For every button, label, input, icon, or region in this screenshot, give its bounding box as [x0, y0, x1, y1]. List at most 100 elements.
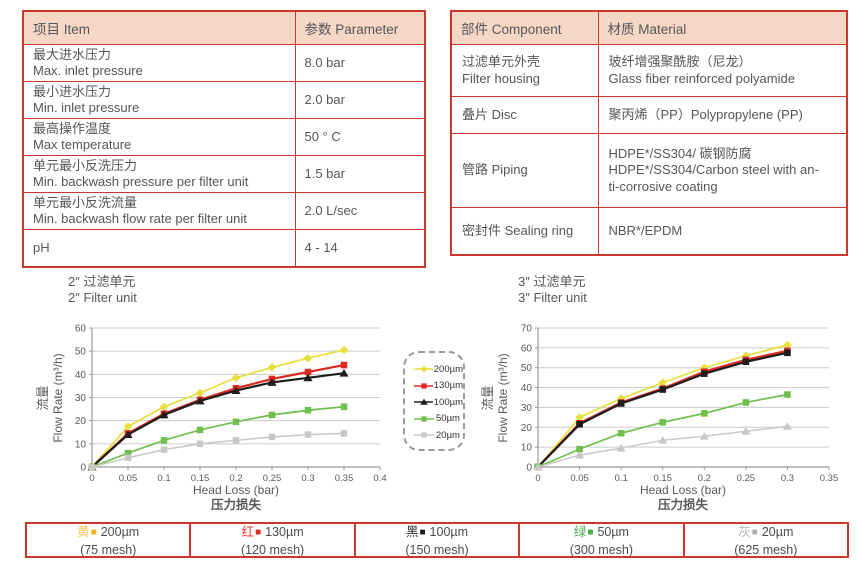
y-tick-label: 50	[75, 347, 87, 358]
series-line-200µm	[537, 344, 788, 468]
color-name-label: 黄	[77, 525, 90, 539]
x-axis-label-zh: 压力损失	[657, 498, 708, 512]
color-swatch-icon: ■	[419, 527, 426, 538]
x-tick-label: 0.15	[191, 473, 210, 484]
component-cell: 过滤单元外壳 Filter housing	[450, 44, 599, 97]
x-tick-label: 0.35	[820, 473, 839, 484]
table-header-row: 项目 Item 参数 Parameter	[22, 10, 426, 45]
series-line-100µm	[91, 372, 345, 468]
item-cell: 最高操作温度 Max temperature	[22, 118, 296, 156]
material-cell: NBR*/EPDM	[597, 207, 848, 255]
material-cell: 聚丙烯（PP）Polypropylene (PP)	[597, 96, 848, 134]
mesh-size-label: (75 mesh)	[80, 543, 137, 557]
legend-marker-icon	[414, 383, 433, 389]
micron-size-label: 100µm	[429, 525, 469, 539]
y-tick-label: 30	[521, 403, 533, 414]
material-cell: 玻纤增强聚酰胺（尼龙） Glass fiber reinforced polyam…	[597, 44, 848, 97]
y-axis-label-zh: 流量	[481, 385, 495, 411]
value-cell: 50 ° C	[294, 118, 426, 156]
value-cell: 1.5 bar	[294, 155, 426, 193]
mesh-size-label: (625 mesh)	[734, 543, 798, 557]
cell-line: Filter housing	[462, 70, 541, 86]
color-swatch-icon: ■	[90, 527, 97, 538]
legend-item: 200µm	[413, 361, 463, 378]
item-cell: 单元最小反洗流量 Min. backwash flow rate per filt…	[22, 192, 296, 230]
x-tick-label: 0.1	[157, 473, 170, 484]
y-tick-label: 70	[521, 324, 533, 335]
chart-title-3in: 3″ 过滤单元 3″ Filter unit	[518, 274, 587, 305]
series-line-100µm	[537, 351, 788, 468]
cell-line: HDPE*/SS304/ 碳钢防腐	[608, 145, 752, 161]
y-tick-label: 20	[75, 416, 87, 427]
material-header-component: 部件 Component	[450, 10, 599, 45]
legend-item: 130µm	[413, 378, 463, 395]
y-tick-label: 60	[521, 343, 533, 354]
legend-item: 20µm	[413, 427, 463, 444]
micron-size-label: 200µm	[100, 525, 140, 539]
bottom-legend: 黄■ 200µm (75 mesh) 红■ 130µm (120 mesh) 黑■ 100µm…	[25, 522, 849, 558]
color-name-label: 绿	[573, 525, 587, 539]
cell-line: Max temperature	[33, 137, 132, 152]
cell-line: NBR*/EPDM	[608, 222, 683, 238]
x-tick-label: 0.05	[570, 473, 589, 484]
cell-line: Min. backwash pressure per filter unit	[33, 174, 249, 189]
spec-header-parameter: 参数 Parameter	[294, 10, 426, 45]
cell-line: Max. inlet pressure	[33, 63, 143, 78]
value-cell: 8.0 bar	[294, 44, 426, 82]
cell-line: HDPE*/SS304/Carbon steel with an-	[608, 162, 819, 178]
series-line-200µm	[91, 349, 345, 468]
y-axis-label-en: Flow Rate (m³/h)	[496, 353, 510, 443]
item-cell: pH	[22, 229, 296, 267]
x-tick-label: 0.1	[615, 473, 628, 484]
mesh-size-label: (300 mesh)	[569, 543, 634, 557]
x-axis-label-3in: Head Loss (bar) 压力损失	[568, 483, 798, 512]
chart-title-2in-zh: 2″ 过滤单元	[68, 274, 136, 289]
cell-line: 聚丙烯（PP）Polypropylene (PP)	[608, 106, 803, 122]
micron-size-label: 20µm	[761, 525, 794, 539]
table-row: pH 4 - 14	[22, 229, 426, 267]
x-tick-label: 0.4	[373, 473, 386, 484]
cell-line: 1.5 bar	[304, 166, 345, 181]
x-tick-label: 0.3	[301, 473, 314, 484]
legend-cell: 绿■ 50µm (300 mesh)	[518, 524, 682, 557]
legend-cell-line1: 灰■ 20µm	[685, 524, 847, 542]
y-tick-label: 30	[75, 393, 87, 404]
component-cell: 密封件 Sealing ring	[450, 207, 599, 255]
x-tick-label: 0.25	[263, 473, 282, 484]
series-line-20µm	[91, 432, 345, 468]
x-axis-label-zh: 压力损失	[210, 498, 261, 512]
micron-size-label: 130µm	[265, 525, 304, 539]
table-row: 过滤单元外壳 Filter housing 玻纤增强聚酰胺（尼龙） Glass fib…	[450, 44, 848, 97]
chart-legend: 200µm 130µm 100µm 50µm 20µm	[403, 351, 465, 451]
cell-line: ti-corrosive coating	[608, 178, 718, 194]
legend-item: 100µm	[413, 394, 463, 411]
cell-line: 4 - 14	[304, 239, 338, 255]
color-name-label: 灰	[738, 525, 751, 539]
cell-line: 管路 Piping	[462, 162, 528, 178]
table-header-row: 部件 Component 材质 Material	[450, 10, 848, 45]
chart-title-3in-zh: 3″ 过滤单元	[518, 274, 586, 289]
cell-line: 过滤单元外壳	[462, 54, 541, 69]
x-tick-label: 0.25	[737, 473, 756, 484]
legend-cell: 红■ 130µm (120 mesh)	[189, 524, 353, 557]
legend-cell-line1: 黑■ 100µm	[356, 524, 518, 542]
flow-chart-3in: 0 10 20 30 40 50 60 70 0 0.05 0.1 0.15 0.2 0.25 0.3 0.3…	[521, 324, 839, 485]
cell-line: Glass fiber reinforced polyamide	[608, 70, 795, 86]
chart-title-3in-en: 3″ Filter unit	[518, 289, 587, 305]
mesh-size-label: (120 mesh)	[240, 543, 305, 557]
legend-cell-line1: 绿■ 50µm	[520, 524, 682, 542]
y-tick-label: 60	[75, 324, 87, 335]
material-header-material: 材质 Material	[597, 10, 848, 45]
cell-line: 最大进水压力	[33, 47, 112, 62]
color-swatch-icon: ■	[587, 527, 594, 538]
item-cell: 最大进水压力 Max. inlet pressure	[22, 44, 296, 82]
legend-item-label: 100µm	[433, 396, 463, 408]
x-tick-label: 0	[535, 473, 540, 484]
table-row: 密封件 Sealing ring NBR*/EPDM	[450, 207, 848, 255]
x-tick-label: 0.15	[653, 473, 672, 484]
x-tick-label: 0.2	[698, 473, 711, 484]
cell-line: 叠片 Disc	[462, 106, 517, 122]
y-tick-label: 0	[526, 463, 532, 474]
item-cell: 单元最小反洗压力 Min. backwash pressure per filte…	[22, 155, 296, 193]
